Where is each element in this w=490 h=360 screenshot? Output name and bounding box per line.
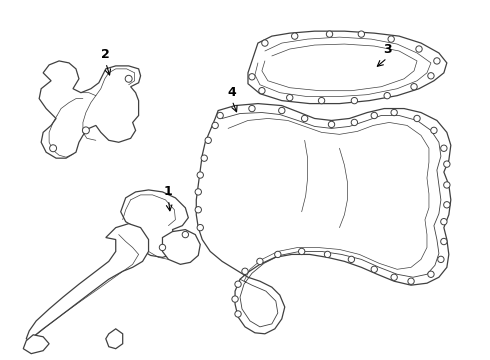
Circle shape <box>326 31 333 37</box>
Polygon shape <box>163 230 200 264</box>
Circle shape <box>358 31 365 37</box>
Polygon shape <box>196 104 451 334</box>
Circle shape <box>262 40 268 46</box>
Circle shape <box>279 107 285 114</box>
Circle shape <box>414 115 420 122</box>
Circle shape <box>301 115 308 122</box>
Circle shape <box>441 145 447 152</box>
Circle shape <box>195 207 201 213</box>
Circle shape <box>443 202 450 208</box>
Circle shape <box>197 224 203 231</box>
Circle shape <box>443 182 450 188</box>
Circle shape <box>318 98 325 104</box>
Circle shape <box>298 248 305 255</box>
Circle shape <box>411 84 417 90</box>
Polygon shape <box>23 335 49 354</box>
Circle shape <box>235 281 241 287</box>
Circle shape <box>235 311 241 317</box>
Circle shape <box>431 127 437 134</box>
Circle shape <box>249 74 255 80</box>
Circle shape <box>205 137 211 144</box>
Circle shape <box>292 33 298 39</box>
Circle shape <box>259 87 265 94</box>
Text: 3: 3 <box>383 43 392 56</box>
Circle shape <box>391 274 397 280</box>
Polygon shape <box>248 31 447 104</box>
Circle shape <box>201 155 207 161</box>
Circle shape <box>371 112 377 119</box>
Circle shape <box>428 271 434 278</box>
Circle shape <box>371 266 377 273</box>
Circle shape <box>443 161 450 167</box>
Circle shape <box>441 238 447 245</box>
Circle shape <box>384 93 391 99</box>
Circle shape <box>232 296 238 302</box>
Circle shape <box>125 75 132 82</box>
Text: 4: 4 <box>228 86 237 99</box>
Polygon shape <box>39 61 141 158</box>
Circle shape <box>428 73 434 79</box>
Circle shape <box>49 145 56 152</box>
Circle shape <box>348 256 355 262</box>
Circle shape <box>249 105 255 112</box>
Circle shape <box>328 121 335 127</box>
Polygon shape <box>26 224 148 341</box>
Circle shape <box>287 94 293 101</box>
Circle shape <box>217 112 223 119</box>
Circle shape <box>438 256 444 262</box>
Circle shape <box>159 244 166 251</box>
Circle shape <box>324 251 331 258</box>
Circle shape <box>257 258 263 265</box>
Circle shape <box>391 109 397 116</box>
Text: 2: 2 <box>101 48 110 61</box>
Circle shape <box>195 189 201 195</box>
Circle shape <box>242 268 248 274</box>
Circle shape <box>182 231 189 238</box>
Circle shape <box>351 119 358 126</box>
Circle shape <box>351 98 358 104</box>
Text: 1: 1 <box>164 185 173 198</box>
Circle shape <box>416 46 422 52</box>
Polygon shape <box>106 329 122 349</box>
Circle shape <box>212 122 219 129</box>
Circle shape <box>408 278 414 284</box>
Circle shape <box>434 58 440 64</box>
Circle shape <box>274 251 281 258</box>
Polygon shape <box>121 190 188 257</box>
Circle shape <box>197 172 203 178</box>
Circle shape <box>441 219 447 225</box>
Circle shape <box>82 127 89 134</box>
Circle shape <box>388 36 394 42</box>
